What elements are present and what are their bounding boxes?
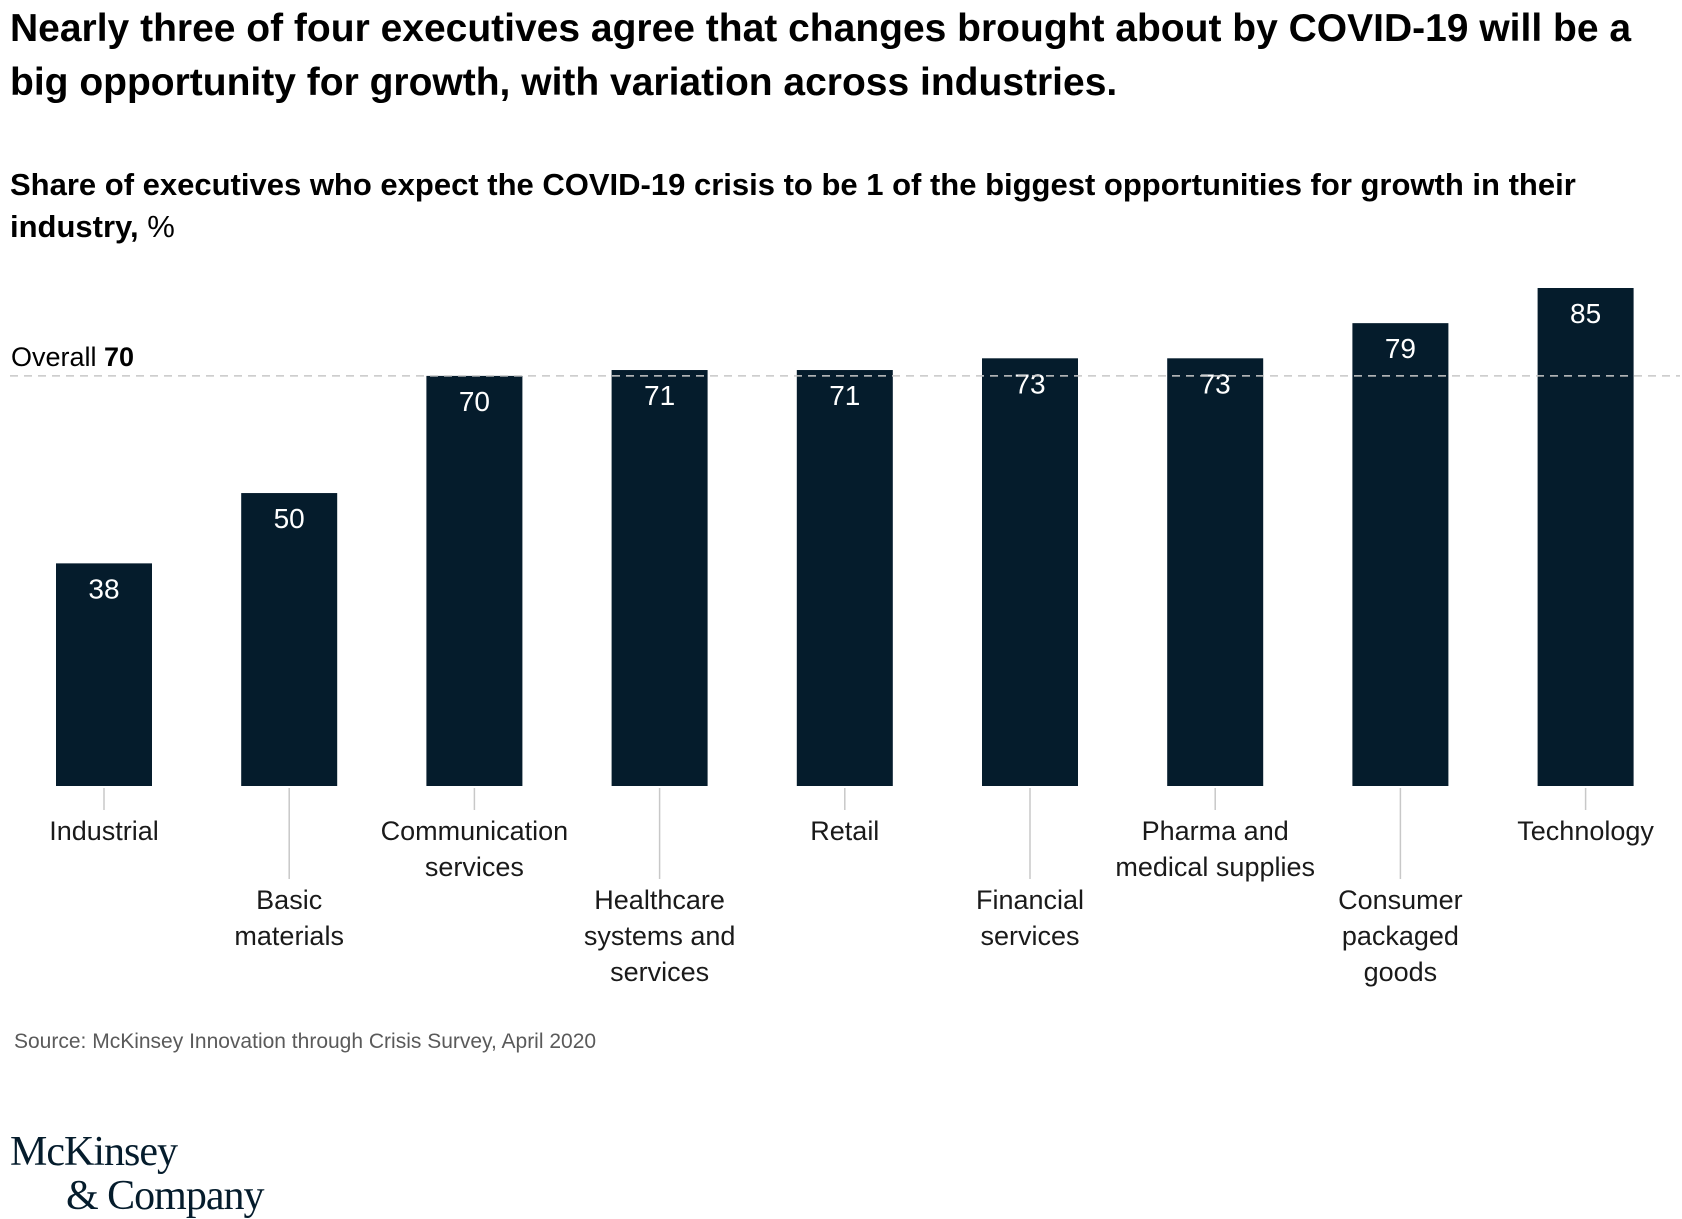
bar-chart: 38 Industrial 50 Basic materials 70 Communicat… xyxy=(10,288,1680,987)
category-label-4-0: Retail xyxy=(810,816,879,846)
bar-5 xyxy=(982,358,1078,786)
category-label-7-2: goods xyxy=(1364,957,1438,987)
category-label-7-1: packaged xyxy=(1342,921,1459,951)
source-note: Source: McKinsey Innovation through Cris… xyxy=(14,1030,597,1053)
category-label-2-0: Communication xyxy=(381,816,569,846)
category-label-6-1: medical supplies xyxy=(1115,852,1315,882)
bar-value-label-3: 71 xyxy=(644,380,675,411)
category-label-6-0: Pharma and xyxy=(1142,816,1289,846)
category-label-1-0: Basic xyxy=(256,885,322,915)
category-label-2-1: services xyxy=(425,852,524,882)
overall-label-text: Overall xyxy=(11,342,104,372)
bar-value-label-6: 73 xyxy=(1200,368,1231,399)
chart-title: Nearly three of four executives agree th… xyxy=(10,7,1632,104)
category-label-1-1: materials xyxy=(234,921,344,951)
chart-subtitle: Share of executives who expect the COVID… xyxy=(10,164,1670,248)
bar-0 xyxy=(56,563,152,786)
bar-8 xyxy=(1537,288,1634,786)
subtitle-text: Share of executives who expect the COVID… xyxy=(10,167,1576,244)
bar-value-label-4: 71 xyxy=(829,380,860,411)
mckinsey-logo: McKinsey & Company xyxy=(10,1130,264,1218)
bar-6 xyxy=(1167,358,1264,786)
overall-label: Overall 70 xyxy=(11,342,134,372)
bar-3 xyxy=(611,370,708,786)
bar-2 xyxy=(426,375,523,786)
bar-7 xyxy=(1352,323,1449,786)
category-label-3-1: systems and xyxy=(584,921,736,951)
category-label-3-0: Healthcare xyxy=(594,885,725,915)
category-label-5-0: Financial xyxy=(976,885,1084,915)
category-label-0-0: Industrial xyxy=(49,816,159,846)
bar-value-label-1: 50 xyxy=(274,503,305,534)
bar-4 xyxy=(796,370,893,786)
bar-value-label-7: 79 xyxy=(1385,333,1416,364)
bar-value-label-8: 85 xyxy=(1570,298,1601,329)
category-label-3-2: services xyxy=(610,957,709,987)
logo-line1: McKinsey xyxy=(10,1129,178,1175)
category-label-8-0: Technology xyxy=(1517,816,1654,846)
category-label-5-1: services xyxy=(980,921,1079,951)
category-label-7-0: Consumer xyxy=(1338,885,1463,915)
overall-value: 70 xyxy=(104,342,134,372)
logo-line2: & Company xyxy=(66,1173,264,1219)
bar-value-label-0: 38 xyxy=(88,573,119,604)
bar-value-label-5: 73 xyxy=(1014,368,1045,399)
bar-value-label-2: 70 xyxy=(459,386,490,417)
bar-1 xyxy=(241,493,338,786)
subtitle-unit: % xyxy=(147,209,175,244)
